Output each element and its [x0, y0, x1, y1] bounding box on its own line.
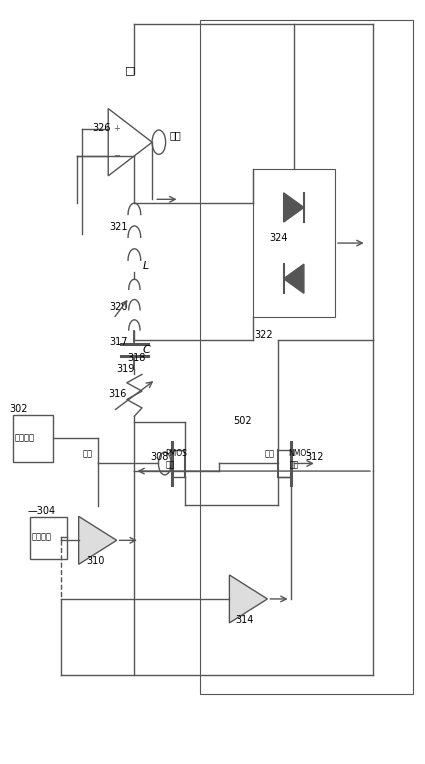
Bar: [30, 516, 67, 558]
Polygon shape: [108, 108, 152, 176]
Text: L: L: [143, 261, 149, 271]
Text: 326: 326: [92, 123, 110, 133]
Text: ハイ: ハイ: [82, 449, 93, 458]
Text: 317: 317: [109, 338, 128, 348]
Text: ハイ: ハイ: [264, 449, 275, 458]
Text: 固定電源: 固定電源: [32, 533, 52, 542]
Circle shape: [152, 130, 166, 154]
Text: —304: —304: [28, 506, 56, 516]
Text: 310: 310: [86, 556, 104, 566]
Text: 324: 324: [269, 233, 288, 243]
Text: 312: 312: [306, 452, 324, 461]
Text: 302: 302: [9, 404, 28, 414]
Text: 308: 308: [150, 452, 168, 461]
Text: 320: 320: [109, 302, 128, 312]
Polygon shape: [283, 193, 304, 222]
Text: 322: 322: [255, 330, 273, 340]
Text: ハイ: ハイ: [170, 131, 181, 141]
Text: □: □: [125, 66, 136, 76]
Text: 可変電源: 可変電源: [15, 434, 35, 443]
Text: 321: 321: [109, 222, 128, 231]
Text: 314: 314: [236, 614, 254, 624]
Text: NMOS: NMOS: [289, 448, 312, 458]
Bar: [252, 169, 335, 317]
Text: PMOS: PMOS: [165, 448, 187, 458]
Text: 318: 318: [127, 354, 146, 364]
Text: オン: オン: [289, 460, 299, 469]
Polygon shape: [79, 516, 116, 565]
Text: オフ: オフ: [166, 460, 175, 469]
Polygon shape: [230, 575, 267, 623]
Text: 319: 319: [116, 364, 135, 374]
Polygon shape: [283, 264, 304, 293]
Text: 502: 502: [233, 416, 252, 426]
Circle shape: [159, 452, 171, 475]
Bar: [200, 21, 413, 694]
Bar: [13, 415, 53, 462]
Text: +: +: [113, 124, 120, 133]
Text: C: C: [143, 345, 150, 355]
Text: −: −: [113, 151, 121, 160]
Text: 316: 316: [108, 389, 127, 400]
